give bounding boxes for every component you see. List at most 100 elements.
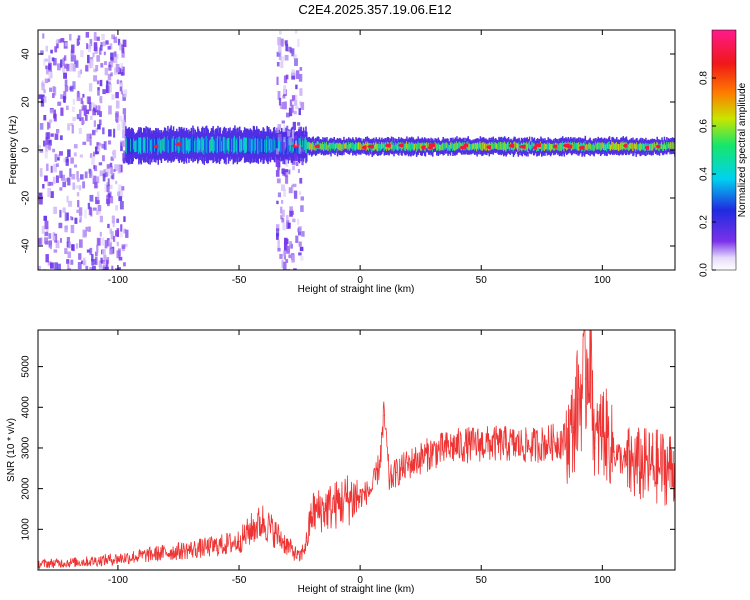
heatmap-cell	[594, 145, 596, 151]
heatmap-cell	[240, 138, 243, 152]
heatmap-cell	[337, 142, 340, 149]
heatmap-cell	[96, 150, 100, 155]
heatmap-cell	[291, 156, 296, 165]
colorbar-tick-label: 0.0	[699, 263, 710, 277]
figure-title: C2E4.2025.357.19.06.E12	[298, 2, 452, 17]
heatmap-cell	[254, 138, 256, 154]
heatmap-cell	[492, 141, 495, 150]
heatmap-cell	[380, 143, 382, 151]
heatmap-cell	[294, 58, 298, 66]
heatmap-cell	[201, 136, 204, 154]
heatmap-cell	[108, 64, 112, 71]
heatmap-cell	[643, 143, 646, 151]
heatmap-cell	[426, 142, 428, 149]
heatmap-cell	[299, 88, 303, 96]
heatmap-cell	[665, 144, 667, 151]
heatmap-cell	[93, 32, 97, 41]
heatmap-cell	[247, 137, 249, 153]
heatmap-cell	[99, 111, 102, 117]
heatmap-cell	[96, 176, 100, 184]
heatmap-cell	[63, 55, 67, 61]
heatmap-cell	[225, 138, 227, 155]
heatmap-cell	[327, 144, 329, 151]
heatmap-cell	[277, 124, 282, 130]
colorbar-label: Normalized spectral amplitude	[737, 82, 748, 217]
heatmap-cell	[448, 144, 450, 151]
heatmap-cell	[397, 143, 399, 151]
heatmap-cell	[282, 95, 286, 99]
heatmap-cell	[193, 137, 195, 153]
heatmap-cell	[232, 138, 235, 155]
heatmap-cell	[620, 142, 622, 150]
heatmap-cell	[99, 79, 103, 87]
heatmap-cell	[48, 240, 53, 248]
heatmap-cell	[137, 137, 139, 151]
heatmap-cell	[406, 143, 409, 151]
heatmap-cell	[42, 183, 45, 189]
heatmap-cell	[119, 190, 123, 198]
heatmap-cell	[168, 137, 171, 153]
heatmap-cell	[302, 136, 305, 153]
heatmap-cell	[95, 64, 99, 72]
heatmap-cell	[199, 139, 201, 153]
heatmap-cell	[120, 232, 123, 238]
heatmap-cell	[664, 143, 667, 150]
heatmap-cell	[265, 139, 268, 154]
heatmap-cell	[275, 159, 279, 167]
snr-data-point	[572, 427, 574, 429]
heatmap-cell	[93, 207, 97, 211]
heatmap-cell	[494, 142, 497, 149]
heatmap-cell	[145, 136, 147, 153]
heatmap-cell	[89, 39, 93, 47]
snr-data-point	[335, 504, 337, 506]
heatmap-cell	[281, 209, 285, 217]
heatmap-cell	[276, 137, 278, 154]
heatmap-cell	[341, 144, 344, 152]
heatmap-cell	[299, 100, 302, 106]
heatmap-cell	[461, 142, 464, 149]
heatmap-cell	[411, 142, 414, 149]
heatmap-cell	[279, 139, 281, 151]
heatmap-cell	[360, 142, 362, 151]
heatmap-cell	[607, 141, 610, 150]
heatmap-cell	[99, 44, 103, 51]
heatmap-cell	[214, 137, 217, 153]
heatmap-cell	[67, 262, 70, 270]
snr-data-point	[594, 447, 596, 449]
heatmap-cell	[53, 163, 58, 173]
snr-data-point	[311, 512, 313, 514]
heatmap-cell	[141, 140, 143, 153]
heatmap-cell	[78, 239, 83, 248]
heatmap-cell	[292, 165, 295, 171]
heatmap-cell	[126, 138, 128, 154]
heatmap-cell	[122, 158, 126, 164]
spectrogram-x-label: Height of straight line (km)	[298, 284, 415, 295]
heatmap-cell	[480, 143, 482, 151]
heatmap-cell	[454, 142, 457, 151]
heatmap-cell	[66, 259, 70, 264]
heatmap-cell	[111, 265, 114, 270]
heatmap-cell	[585, 144, 587, 151]
heatmap-cell	[62, 181, 67, 188]
heatmap-cell	[96, 191, 100, 201]
heatmap-cell	[377, 143, 379, 152]
heatmap-cell	[53, 113, 57, 122]
heatmap-cell	[277, 161, 281, 168]
heatmap-cell	[538, 143, 541, 152]
heatmap-cell	[350, 142, 352, 148]
heatmap-cell	[139, 137, 142, 154]
heatmap-cell	[285, 139, 288, 152]
heatmap-cell	[43, 215, 48, 221]
heatmap-cell	[100, 63, 104, 68]
heatmap-cell	[203, 138, 206, 155]
heatmap-cell	[609, 144, 612, 151]
heatmap-cell	[406, 141, 408, 149]
heatmap-cell	[377, 143, 380, 151]
heatmap-cell	[298, 252, 302, 256]
heatmap-cell	[392, 141, 394, 149]
heatmap-cell	[70, 259, 74, 265]
heatmap-cell	[93, 75, 98, 82]
heatmap-cell	[246, 137, 248, 152]
heatmap-cell	[60, 94, 64, 100]
heatmap-cell	[273, 136, 276, 153]
